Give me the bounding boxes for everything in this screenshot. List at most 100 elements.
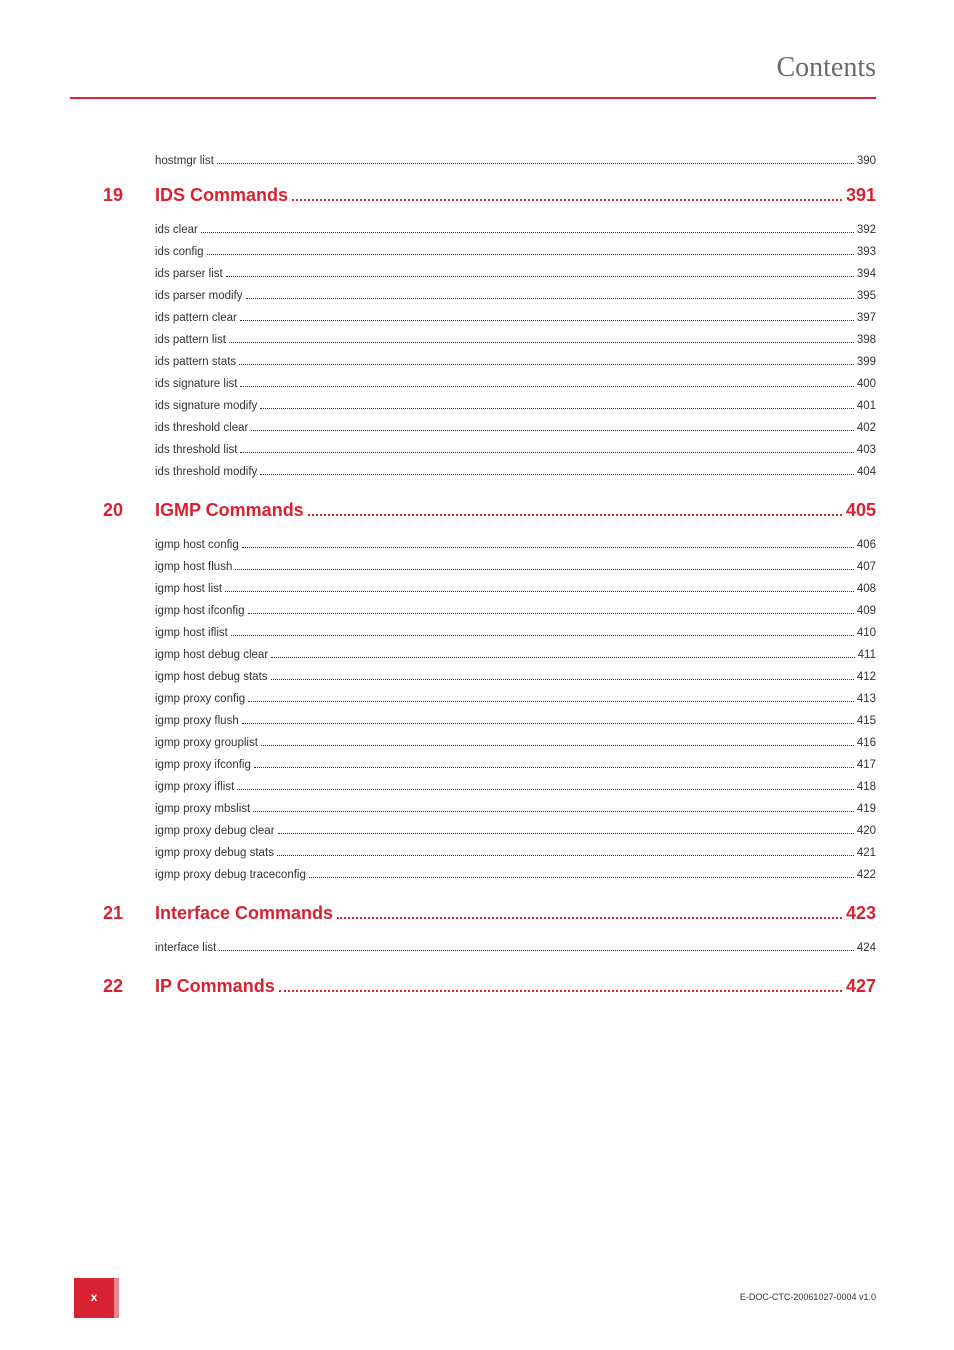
toc-entry[interactable]: igmp host debug clear 411 <box>155 649 876 661</box>
toc-entry-page: 406 <box>857 539 876 551</box>
toc-entry-label: ids clear <box>155 224 198 236</box>
toc-dots <box>253 811 854 812</box>
toc-content: hostmgr list390 19IDS Commands391 ids clea… <box>155 155 876 1015</box>
toc-entry-label: igmp proxy debug clear <box>155 825 275 837</box>
toc-entry[interactable]: interface list 424 <box>155 942 876 954</box>
toc-dots <box>237 789 854 790</box>
toc-entry-page: 424 <box>857 942 876 954</box>
toc-entry-label: igmp proxy grouplist <box>155 737 258 749</box>
toc-entry[interactable]: hostmgr list390 <box>155 155 876 167</box>
toc-dots <box>239 364 854 365</box>
toc-entry-label: ids threshold clear <box>155 422 248 434</box>
toc-entry[interactable]: ids parser list394 <box>155 268 876 280</box>
toc-entry[interactable]: ids signature list400 <box>155 378 876 390</box>
toc-entry-page: 407 <box>857 561 876 573</box>
toc-entry-page: 415 <box>857 715 876 727</box>
toc-chapter[interactable]: 19IDS Commands391 <box>155 185 876 206</box>
toc-dots <box>251 430 853 431</box>
toc-dots <box>240 320 854 321</box>
toc-dots <box>309 877 854 878</box>
toc-entry-label: ids config <box>155 246 204 258</box>
toc-entry-label: interface list <box>155 942 216 954</box>
footer-page-number: x <box>74 1290 114 1304</box>
toc-chapter-page: 405 <box>846 500 876 521</box>
toc-entry[interactable]: igmp host list408 <box>155 583 876 595</box>
toc-entry-page: 394 <box>857 268 876 280</box>
toc-chapter[interactable]: 21Interface Commands423 <box>155 903 876 924</box>
toc-chapter-number: 20 <box>103 500 123 521</box>
toc-entry[interactable]: ids clear392 <box>155 224 876 236</box>
toc-entry-label: igmp host flush <box>155 561 232 573</box>
toc-entry-label: igmp proxy debug traceconfig <box>155 869 306 881</box>
toc-entry[interactable]: igmp proxy iflist418 <box>155 781 876 793</box>
toc-dots <box>271 679 854 680</box>
toc-dots <box>235 569 853 570</box>
toc-chapter-number: 22 <box>103 976 123 997</box>
toc-entry[interactable]: ids threshold clear402 <box>155 422 876 434</box>
toc-entry-page: 401 <box>857 400 876 412</box>
footer-doc-id: E-DOC-CTC-20061027-0004 v1.0 <box>740 1292 876 1302</box>
toc-entry[interactable]: igmp proxy debug stats421 <box>155 847 876 859</box>
toc-chapter-title: IP Commands <box>155 976 275 997</box>
toc-dots <box>219 950 853 951</box>
toc-dots <box>207 254 854 255</box>
toc-entry[interactable]: igmp proxy debug clear 420 <box>155 825 876 837</box>
toc-chapter-title: IGMP Commands <box>155 500 304 521</box>
toc-entry-page: 404 <box>857 466 876 478</box>
toc-entry-label: igmp host debug clear <box>155 649 268 661</box>
toc-dots <box>248 613 854 614</box>
toc-entry-page: 418 <box>857 781 876 793</box>
toc-dots <box>240 386 853 387</box>
toc-entry-page: 416 <box>857 737 876 749</box>
toc-chapter[interactable]: 22IP Commands427 <box>155 976 876 997</box>
toc-entry-page: 412 <box>857 671 876 683</box>
toc-entry[interactable]: igmp proxy mbslist419 <box>155 803 876 815</box>
toc-entry[interactable]: igmp proxy debug traceconfig422 <box>155 869 876 881</box>
toc-entry[interactable]: ids threshold modify404 <box>155 466 876 478</box>
toc-entry[interactable]: igmp host debug stats412 <box>155 671 876 683</box>
toc-entry[interactable]: igmp host iflist410 <box>155 627 876 639</box>
toc-entry-page: 395 <box>857 290 876 302</box>
toc-entry[interactable]: igmp proxy config413 <box>155 693 876 705</box>
toc-entry[interactable]: igmp proxy grouplist 416 <box>155 737 876 749</box>
toc-entry[interactable]: ids parser modify395 <box>155 290 876 302</box>
toc-entry[interactable]: igmp proxy ifconfig417 <box>155 759 876 771</box>
toc-entry[interactable]: ids threshold list403 <box>155 444 876 456</box>
toc-entry[interactable]: igmp host flush 407 <box>155 561 876 573</box>
toc-chapter-dots <box>308 514 842 516</box>
toc-entry-page: 399 <box>857 356 876 368</box>
toc-entry[interactable]: ids pattern clear 397 <box>155 312 876 324</box>
toc-dots <box>231 635 854 636</box>
toc-dots <box>261 745 854 746</box>
toc-entry-label: igmp host list <box>155 583 222 595</box>
toc-entry[interactable]: ids signature modify401 <box>155 400 876 412</box>
toc-dots <box>225 591 854 592</box>
toc-entry[interactable]: igmp host ifconfig409 <box>155 605 876 617</box>
toc-entry-page: 420 <box>857 825 876 837</box>
toc-dots <box>254 767 854 768</box>
toc-entry-page: 417 <box>857 759 876 771</box>
toc-entry[interactable]: ids config 393 <box>155 246 876 258</box>
toc-entry-label: igmp host config <box>155 539 239 551</box>
toc-entry-label: igmp proxy config <box>155 693 245 705</box>
toc-entry[interactable]: ids pattern stats399 <box>155 356 876 368</box>
toc-dots <box>248 701 854 702</box>
toc-chapter[interactable]: 20IGMP Commands405 <box>155 500 876 521</box>
toc-dots <box>242 547 854 548</box>
toc-entry-page: 409 <box>857 605 876 617</box>
toc-dots <box>277 855 854 856</box>
toc-dots <box>217 163 854 164</box>
toc-entry-page: 403 <box>857 444 876 456</box>
toc-chapter-title: Interface Commands <box>155 903 333 924</box>
toc-chapter-page: 427 <box>846 976 876 997</box>
toc-entry-page: 411 <box>858 649 876 661</box>
page-header-title: Contents <box>776 52 876 84</box>
toc-entry-label: ids pattern clear <box>155 312 237 324</box>
toc-entry-page: 393 <box>857 246 876 258</box>
toc-entry-label: ids pattern list <box>155 334 226 346</box>
toc-entry[interactable]: igmp host config 406 <box>155 539 876 551</box>
toc-entry[interactable]: igmp proxy flush415 <box>155 715 876 727</box>
toc-entry[interactable]: ids pattern list398 <box>155 334 876 346</box>
toc-entry-page: 397 <box>857 312 876 324</box>
toc-entry-page: 390 <box>857 155 876 167</box>
